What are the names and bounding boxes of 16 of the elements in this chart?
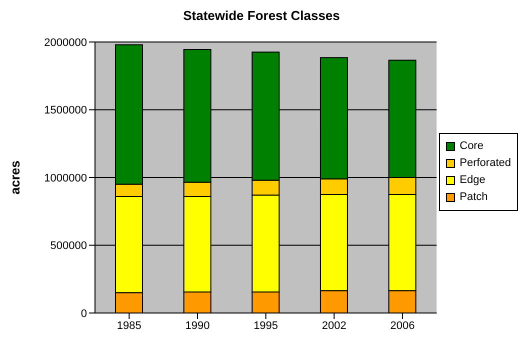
x-tick-label: 2006	[390, 320, 415, 332]
y-tick-label: 0	[80, 308, 87, 320]
legend-label: Patch	[460, 191, 488, 203]
y-tick-label: 1000000	[44, 172, 87, 184]
legend-label: Edge	[460, 174, 486, 186]
legend-label: Perforated	[460, 157, 511, 169]
x-tick-label: 1985	[116, 320, 142, 332]
y-axis-title: acres	[8, 160, 23, 194]
chart-title: Statewide Forest Classes	[182, 8, 341, 23]
y-tick-label: 1500000	[44, 104, 87, 117]
y-tick-label: 2000000	[44, 36, 87, 49]
x-tick-label: 1995	[254, 320, 278, 332]
y-tick-label: 500000	[50, 240, 87, 252]
x-tick-label: 2002	[322, 320, 346, 332]
x-tick-label: 1990	[185, 320, 210, 332]
legend-label: Core	[460, 140, 484, 152]
